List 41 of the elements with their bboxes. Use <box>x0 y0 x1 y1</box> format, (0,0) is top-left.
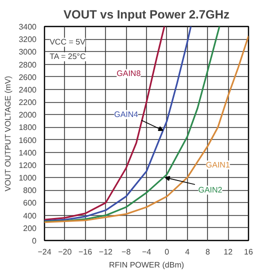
text: GAIN4 <box>114 110 139 120</box>
annotation: TA = 25°C <box>50 52 86 62</box>
y-tick-label: 2800 <box>18 60 38 70</box>
y-tick-label: 1200 <box>18 160 38 170</box>
x-tick-label: −20 <box>58 248 72 256</box>
x-axis-title: RFIN POWER (dBm) <box>108 260 184 270</box>
y-tick-label: 0 <box>32 236 38 246</box>
x-tick-label: −8 <box>122 248 132 256</box>
x-tick-label: 16 <box>244 248 254 256</box>
y-tick-label: 2000 <box>18 110 38 120</box>
series-label: GAIN8 <box>116 69 142 78</box>
chart-title: VOUT vs Input Power 2.7GHz <box>63 8 230 22</box>
x-tick-label: 8 <box>205 248 210 256</box>
x-tick-label: 4 <box>185 248 190 256</box>
y-tick-label: 1000 <box>18 174 38 183</box>
y-tick-label: 2600 <box>18 72 38 82</box>
y-axis-title: VOUT OUTPUT VOLTAGE (mV) <box>4 76 13 192</box>
y-tick-label: 2400 <box>18 85 38 94</box>
y-tick-label: 3200 <box>18 35 38 44</box>
y-tick-label: 1800 <box>18 123 38 132</box>
y-tick-label: 3000 <box>18 48 38 57</box>
y-tick-label: 3400 <box>18 22 38 32</box>
y-tick-label: 800 <box>23 186 38 196</box>
x-tick-label: −4 <box>142 248 152 256</box>
annotation: VCC = 5V <box>50 38 86 47</box>
series-label: GAIN1 <box>206 160 230 170</box>
y-tick-label: 200 <box>23 224 38 233</box>
x-tick-label: −16 <box>78 248 93 256</box>
y-tick-label: 400 <box>23 211 38 220</box>
text: GAIN2 <box>198 186 223 195</box>
y-tick-label: 1600 <box>18 136 38 145</box>
line-series <box>44 26 192 222</box>
x-tick-label: −24 <box>38 248 52 256</box>
y-tick-label: 2200 <box>18 98 38 108</box>
line-series <box>44 35 248 224</box>
x-tick-label: 0 <box>164 248 170 256</box>
y-tick-label: 600 <box>23 198 38 208</box>
y-tick-label: 1400 <box>18 148 38 158</box>
line-series <box>44 26 166 221</box>
x-tick-label: −12 <box>98 248 114 256</box>
x-tick-label: 12 <box>224 248 234 256</box>
